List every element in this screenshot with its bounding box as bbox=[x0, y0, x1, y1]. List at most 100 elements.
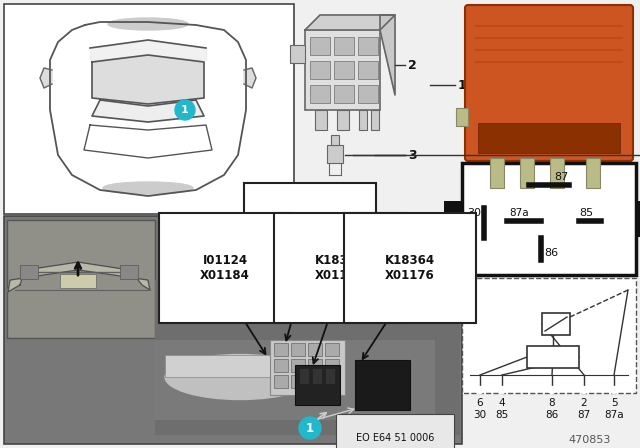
Bar bbox=[636, 201, 640, 237]
Text: 86: 86 bbox=[545, 410, 559, 420]
Bar bbox=[586, 158, 600, 188]
Text: 1: 1 bbox=[181, 105, 189, 115]
Bar bbox=[274, 375, 288, 388]
Bar bbox=[478, 123, 620, 153]
Bar bbox=[327, 145, 343, 163]
Bar bbox=[325, 343, 339, 356]
Bar bbox=[4, 4, 294, 214]
Text: 86: 86 bbox=[544, 248, 558, 258]
Text: EO E64 51 0006: EO E64 51 0006 bbox=[356, 433, 434, 443]
Circle shape bbox=[499, 387, 506, 393]
Bar bbox=[456, 108, 468, 126]
Bar bbox=[371, 110, 379, 130]
Bar bbox=[359, 110, 367, 130]
Bar bbox=[291, 359, 305, 372]
Bar bbox=[60, 274, 96, 288]
Bar bbox=[312, 368, 322, 384]
Text: 4: 4 bbox=[499, 398, 506, 408]
Bar bbox=[310, 61, 330, 79]
Polygon shape bbox=[244, 68, 256, 88]
Text: 85: 85 bbox=[495, 410, 509, 420]
Bar bbox=[527, 346, 579, 368]
Bar bbox=[290, 45, 305, 63]
Text: 87a: 87a bbox=[604, 410, 624, 420]
Bar bbox=[337, 110, 349, 130]
Bar bbox=[462, 163, 636, 275]
Text: I01123
X01185: I01123 X01185 bbox=[285, 224, 335, 252]
Polygon shape bbox=[8, 262, 150, 292]
Bar bbox=[4, 216, 462, 444]
Bar bbox=[274, 359, 288, 372]
Polygon shape bbox=[40, 68, 52, 88]
Bar bbox=[334, 37, 354, 55]
Circle shape bbox=[477, 387, 483, 393]
Bar bbox=[444, 201, 462, 237]
Text: 87: 87 bbox=[554, 172, 568, 182]
Bar bbox=[520, 158, 534, 188]
Ellipse shape bbox=[165, 354, 315, 400]
Bar bbox=[291, 375, 305, 388]
Bar bbox=[155, 340, 435, 420]
Text: 2: 2 bbox=[408, 59, 417, 72]
Bar bbox=[358, 61, 378, 79]
Text: 1: 1 bbox=[458, 78, 467, 91]
Circle shape bbox=[175, 100, 195, 120]
Bar bbox=[331, 135, 339, 145]
Text: 6: 6 bbox=[477, 398, 483, 408]
Bar bbox=[270, 340, 345, 395]
Bar bbox=[325, 359, 339, 372]
Bar bbox=[325, 368, 335, 384]
Bar bbox=[490, 158, 504, 188]
Circle shape bbox=[580, 387, 588, 393]
Bar bbox=[165, 355, 315, 377]
Bar bbox=[315, 110, 327, 130]
Text: 1: 1 bbox=[306, 422, 314, 435]
Bar bbox=[334, 85, 354, 103]
Text: 5: 5 bbox=[611, 398, 618, 408]
Bar bbox=[358, 85, 378, 103]
Polygon shape bbox=[380, 15, 395, 95]
Ellipse shape bbox=[103, 182, 193, 194]
Ellipse shape bbox=[108, 18, 188, 30]
Bar bbox=[274, 343, 288, 356]
Circle shape bbox=[299, 417, 321, 439]
Bar bbox=[550, 158, 564, 188]
Polygon shape bbox=[92, 100, 204, 122]
Text: K18364
X01176: K18364 X01176 bbox=[385, 254, 435, 282]
FancyBboxPatch shape bbox=[465, 5, 633, 161]
Bar bbox=[355, 360, 410, 410]
Bar bbox=[310, 37, 330, 55]
Text: 8: 8 bbox=[548, 398, 556, 408]
Bar bbox=[310, 85, 330, 103]
Bar bbox=[120, 265, 138, 279]
Text: 87a: 87a bbox=[509, 208, 529, 218]
Bar bbox=[299, 368, 309, 384]
Bar bbox=[308, 359, 322, 372]
Text: 470853: 470853 bbox=[569, 435, 611, 445]
Bar bbox=[542, 313, 570, 335]
Bar bbox=[308, 343, 322, 356]
Polygon shape bbox=[92, 55, 204, 104]
Bar bbox=[291, 343, 305, 356]
Bar bbox=[308, 375, 322, 388]
Bar bbox=[155, 280, 460, 435]
Bar bbox=[358, 37, 378, 55]
Text: 3: 3 bbox=[408, 148, 417, 161]
Text: 2: 2 bbox=[580, 398, 588, 408]
Bar bbox=[325, 375, 339, 388]
Text: 87: 87 bbox=[577, 410, 591, 420]
Text: 30: 30 bbox=[474, 410, 486, 420]
Text: I01124
X01184: I01124 X01184 bbox=[200, 254, 250, 282]
Bar bbox=[334, 61, 354, 79]
Text: 30: 30 bbox=[467, 208, 481, 218]
Bar bbox=[20, 265, 38, 279]
Circle shape bbox=[548, 387, 556, 393]
Bar bbox=[305, 30, 380, 110]
Text: K18363
X01175: K18363 X01175 bbox=[315, 254, 365, 282]
Bar bbox=[462, 278, 636, 393]
Polygon shape bbox=[305, 15, 395, 30]
Text: 85: 85 bbox=[579, 208, 593, 218]
Bar bbox=[295, 365, 340, 405]
Circle shape bbox=[611, 387, 618, 393]
Bar bbox=[7, 220, 155, 338]
